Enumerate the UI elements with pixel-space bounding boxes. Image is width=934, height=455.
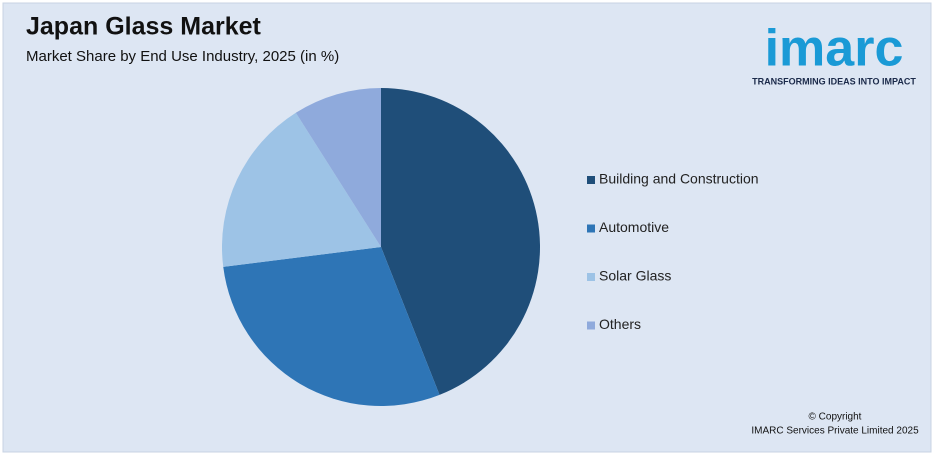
chart-subtitle: Market Share by End Use Industry, 2025 (… bbox=[26, 48, 339, 65]
legend-label: Others bbox=[599, 316, 641, 332]
legend-swatch bbox=[587, 273, 595, 281]
chart-title: Japan Glass Market bbox=[26, 13, 262, 41]
pie-slice bbox=[381, 88, 540, 395]
legend-swatch bbox=[587, 321, 595, 330]
copyright: IMARC Services Private Limited 2025 bbox=[751, 426, 919, 437]
pie-slice bbox=[223, 247, 440, 406]
logo-tagline: TRANSFORMING IDEAS INTO IMPACT bbox=[752, 76, 916, 86]
copyright: © Copyright bbox=[809, 412, 862, 423]
pie-slice bbox=[222, 112, 381, 267]
legend-label: Building and Construction bbox=[599, 171, 759, 187]
legend-label: Solar Glass bbox=[599, 268, 671, 284]
pie-slice bbox=[295, 88, 381, 247]
legend-swatch bbox=[587, 176, 595, 184]
legend-label: Automotive bbox=[599, 219, 669, 235]
legend-swatch bbox=[587, 224, 595, 233]
logo: imarc bbox=[765, 20, 904, 78]
